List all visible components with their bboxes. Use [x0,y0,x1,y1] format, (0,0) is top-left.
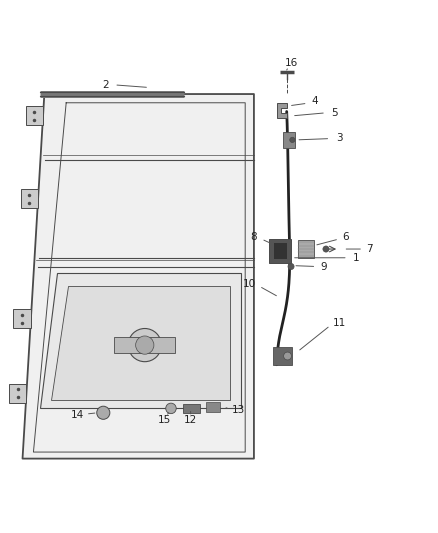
Circle shape [284,352,291,360]
Polygon shape [40,273,241,408]
Polygon shape [22,94,254,458]
Text: 12: 12 [184,415,197,425]
Text: 3: 3 [336,133,343,143]
Text: 9: 9 [321,262,327,272]
Bar [183,404,200,413]
Text: 6: 6 [343,232,349,242]
Bar [9,384,26,403]
Bar [25,106,43,125]
Bar [274,244,287,259]
Text: 14: 14 [71,410,84,420]
Polygon shape [51,286,230,400]
Text: 1: 1 [353,253,360,263]
Bar [114,337,175,353]
Circle shape [97,406,110,419]
Bar [21,189,38,208]
Bar [298,240,314,258]
Text: 5: 5 [332,108,338,118]
Circle shape [323,246,329,252]
Polygon shape [277,103,287,118]
Text: 7: 7 [366,244,373,254]
Text: 11: 11 [332,318,346,328]
Text: 2: 2 [102,80,109,90]
Circle shape [288,263,294,270]
Bar [206,402,220,413]
Text: 8: 8 [251,232,257,242]
Bar [273,348,292,365]
Bar [14,309,31,328]
Circle shape [136,336,154,354]
Bar [269,239,291,263]
Text: 13: 13 [232,405,245,415]
Circle shape [128,328,161,362]
Text: 4: 4 [312,96,318,107]
Circle shape [290,138,295,142]
Circle shape [166,403,176,414]
Text: 16: 16 [284,59,298,68]
Text: 15: 15 [158,415,171,425]
Text: 10: 10 [243,279,256,289]
Bar [283,132,295,148]
